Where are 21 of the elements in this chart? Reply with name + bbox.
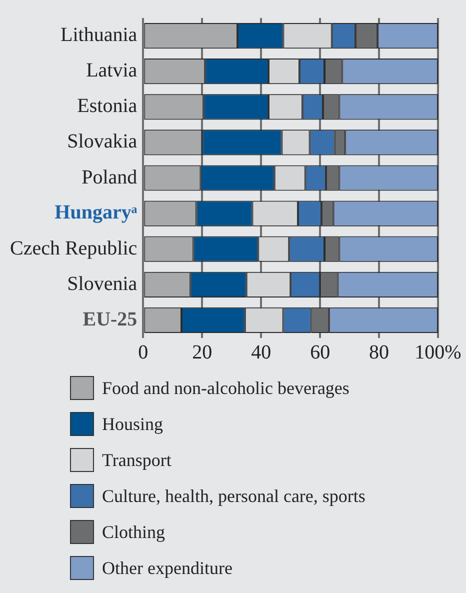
y-tick-label: EU-25 (82, 308, 138, 330)
x-tick-label: 40 (251, 341, 272, 364)
y-tick-label: Slovakia (67, 130, 138, 153)
x-tick-label: 20 (192, 341, 212, 364)
legend-label: Culture, health, personal care, sports (102, 486, 366, 506)
legend-label: Housing (102, 414, 164, 434)
y-tick-label: Czech Republic (10, 237, 138, 260)
x-tick-label: 100% (414, 341, 462, 364)
y-tick-label: Poland (82, 166, 138, 188)
x-tick-label: 0 (138, 341, 148, 364)
legend-label: Food and non-alcoholic beverages (102, 378, 350, 398)
y-tick-label: Hungaryᵃ (54, 202, 138, 224)
x-tick-label: 80 (369, 341, 390, 364)
legend-label: Clothing (102, 522, 166, 542)
legend-label: Transport (102, 450, 172, 470)
x-tick-label: 60 (310, 341, 330, 364)
y-tick-label: Lithuania (60, 24, 138, 46)
y-tick-label: Latvia (86, 60, 138, 82)
legend-label: Other expenditure (102, 558, 232, 578)
y-tick-label: Estonia (77, 95, 138, 118)
y-tick-label: Slovenia (67, 272, 138, 295)
